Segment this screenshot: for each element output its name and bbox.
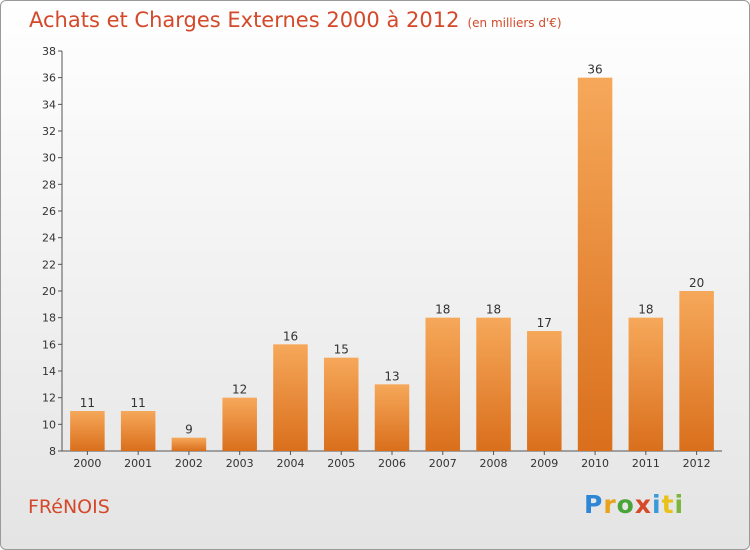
y-tick-label: 24	[42, 232, 56, 245]
y-tick-label: 34	[42, 98, 56, 111]
y-tick-label: 26	[42, 205, 56, 218]
y-tick-label: 36	[42, 72, 56, 85]
x-tick-label: 2000	[73, 457, 101, 470]
logo-letter: P	[584, 490, 604, 519]
x-tick-label: 2001	[124, 457, 152, 470]
y-tick-label: 8	[49, 445, 56, 458]
bar	[679, 291, 714, 451]
bar-value-label: 11	[131, 396, 146, 410]
bar-value-label: 17	[537, 316, 552, 330]
y-tick-label: 12	[42, 392, 56, 405]
bar	[70, 411, 105, 451]
logo-letter: i	[674, 490, 685, 519]
x-tick-label: 2007	[429, 457, 457, 470]
x-tick-label: 2004	[276, 457, 304, 470]
y-tick-label: 18	[42, 312, 56, 325]
y-tick-label: 28	[42, 178, 56, 191]
y-tick-label: 32	[42, 125, 56, 138]
x-tick-label: 2003	[226, 457, 254, 470]
x-tick-label: 2011	[632, 457, 660, 470]
bar	[120, 411, 156, 451]
bar	[577, 77, 613, 452]
x-tick-label: 2008	[480, 457, 508, 470]
logo-letter: r	[603, 490, 617, 519]
bar	[222, 397, 257, 451]
y-tick-label: 20	[42, 285, 56, 298]
x-tick-label: 2010	[581, 457, 609, 470]
x-tick-label: 2005	[327, 457, 355, 470]
bar	[527, 331, 562, 451]
bar-value-label: 36	[587, 63, 602, 77]
bar-value-label: 18	[638, 303, 653, 317]
y-tick-label: 16	[42, 338, 56, 351]
bar	[425, 317, 461, 451]
logo-letter: x	[634, 490, 652, 519]
bar-value-label: 11	[80, 396, 95, 410]
x-tick-label: 2009	[530, 457, 558, 470]
y-tick-label: 30	[42, 152, 56, 165]
bar	[374, 384, 410, 451]
bar-value-label: 9	[185, 423, 193, 437]
axes: 8 10 12 14 16 18 20 22 24 26 28 30 32 34 36 38 2000 2001 2…	[42, 45, 722, 470]
logo-letter: i	[652, 490, 662, 519]
bar	[476, 317, 511, 451]
bar	[628, 317, 664, 451]
y-tick-label: 14	[42, 365, 56, 378]
proxiti-logo[interactable]: Proxiti	[584, 490, 684, 519]
logo-letter: o	[616, 490, 635, 519]
y-tick-label: 38	[42, 45, 56, 58]
chart-subtitle: (en milliers d'€)	[467, 16, 562, 30]
bar-value-label: 16	[283, 329, 298, 343]
x-tick-label: 2006	[378, 457, 406, 470]
x-tick-label: 2012	[683, 457, 711, 470]
commune-name: FRéNOIS	[28, 496, 110, 518]
bar-value-label: 18	[486, 303, 501, 317]
x-tick-label: 2002	[175, 457, 203, 470]
bar-value-label: 20	[689, 276, 704, 290]
bar-value-label: 12	[232, 383, 247, 397]
bar-value-label: 18	[435, 303, 450, 317]
bar	[273, 344, 308, 451]
bar-value-label: 15	[334, 343, 349, 357]
y-tick-label: 10	[42, 418, 56, 431]
logo-letter: t	[661, 490, 675, 519]
y-tick-label: 22	[42, 258, 56, 271]
bar-value-label: 13	[384, 369, 399, 383]
bars: 11 11 9 12 16 15 13 18 18 17 36 18 20	[70, 63, 714, 452]
bar	[171, 437, 207, 451]
chart-title: Achats et Charges Externes 2000 à 2012 (e…	[29, 8, 562, 32]
bar	[323, 357, 359, 451]
